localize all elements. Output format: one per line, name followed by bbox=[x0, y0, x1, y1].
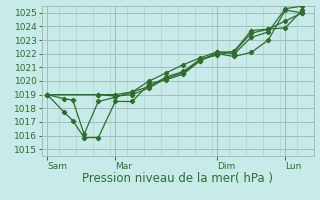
X-axis label: Pression niveau de la mer( hPa ): Pression niveau de la mer( hPa ) bbox=[82, 172, 273, 185]
